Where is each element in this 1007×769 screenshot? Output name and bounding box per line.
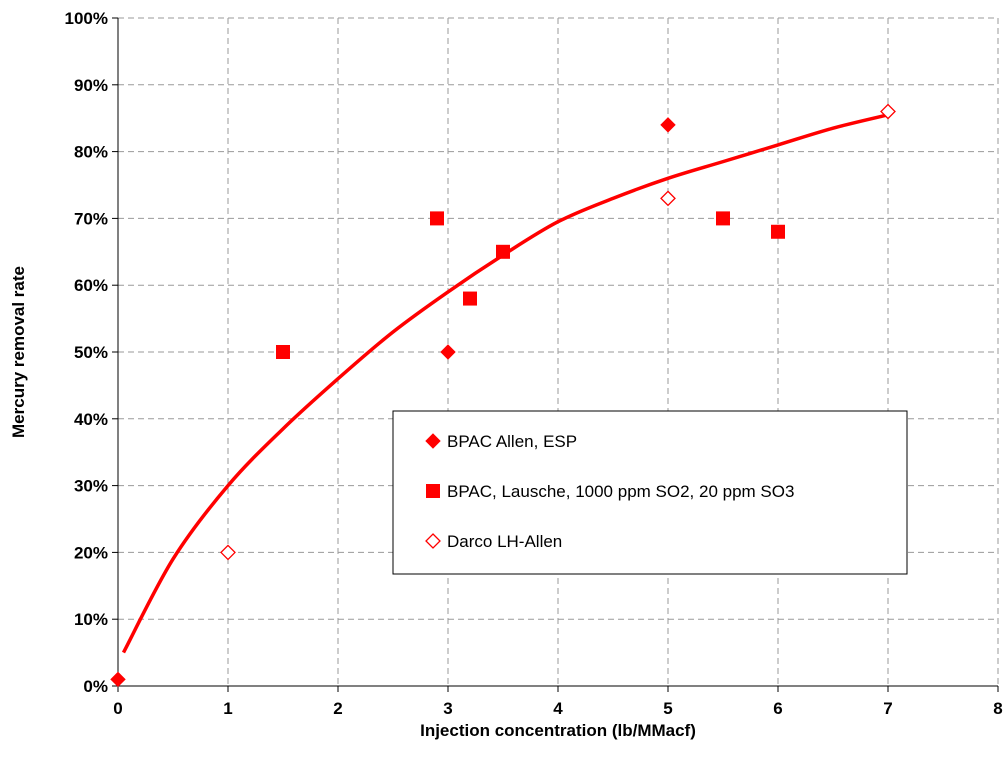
data-point [463,291,477,306]
trendline-layer [121,113,889,654]
legend-marker [425,533,441,549]
y-tick-label: 70% [74,209,108,228]
legend-label: BPAC, Lausche, 1000 ppm SO2, 20 ppm SO3 [447,482,794,501]
x-tick-label: 1 [223,699,232,718]
legend-label: BPAC Allen, ESP [447,432,577,451]
y-tick-label: 90% [74,76,108,95]
trendline [121,113,889,654]
data-point [660,190,676,207]
legend-marker [426,484,440,498]
data-points [110,103,896,688]
data-point [716,211,730,226]
x-axis-title: Injection concentration (lb/MMacf) [420,721,696,740]
y-tick-label: 100% [65,9,108,28]
data-point [496,244,510,259]
legend-items: BPAC Allen, ESP BPAC, Lausche, 1000 ppm S… [425,432,794,551]
data-point [276,345,290,359]
data-point [110,671,126,688]
y-tick-label: 10% [74,610,108,629]
tick-labels: 0 1 2 3 4 5 6 7 80%10%20%30%40%50%60%70%80%90%10… [65,9,1003,718]
data-point [771,224,785,239]
y-axis-title: Mercury removal rate [9,266,28,438]
x-tick-label: 2 [333,699,342,718]
x-tick-label: 3 [443,699,452,718]
legend: BPAC Allen, ESP BPAC, Lausche, 1000 ppm S… [392,410,908,575]
y-tick-label: 40% [74,410,108,429]
y-tick-label: 60% [74,276,108,295]
data-point [440,344,456,360]
y-tick-label: 30% [74,477,108,496]
y-tick-label: 0% [83,677,108,696]
y-tick-label: 80% [74,143,108,162]
x-tick-label: 4 [553,699,563,718]
data-point [220,544,236,561]
x-tick-label: 5 [663,699,672,718]
x-tick-label: 8 [993,699,1002,718]
data-point [880,103,896,120]
x-tick-label: 0 [113,699,122,718]
y-tick-label: 20% [74,543,108,562]
x-tick-label: 7 [883,699,892,718]
data-point [430,211,444,226]
x-tick-label: 6 [773,699,782,718]
legend-box [392,410,908,575]
data-point [660,117,676,133]
legend-marker [425,433,441,449]
y-tick-label: 50% [74,343,108,362]
legend-label: Darco LH-Allen [447,532,562,551]
